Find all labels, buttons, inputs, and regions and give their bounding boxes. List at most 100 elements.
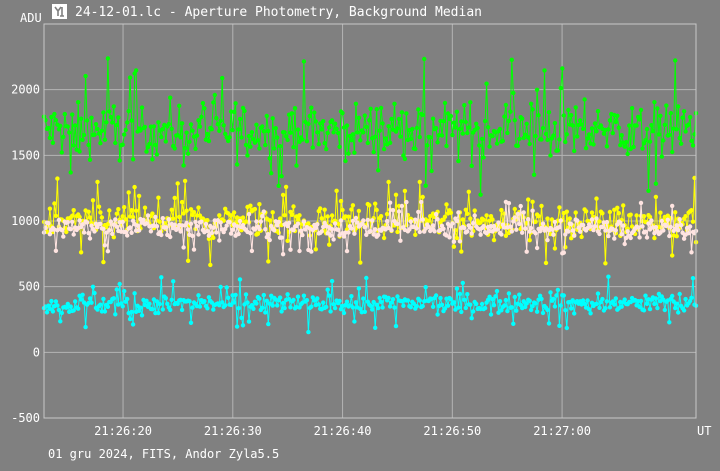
data-point [497,126,503,132]
app-logo-icon[interactable] [52,4,67,19]
data-point [71,308,76,313]
data-point [353,101,359,107]
data-point [144,221,149,226]
data-point [670,253,675,258]
data-point [640,224,645,229]
data-point [438,295,443,301]
data-point [120,142,125,147]
data-point [478,220,483,225]
data-point [200,101,206,106]
data-point [156,195,161,200]
data-point [169,207,174,212]
data-point [539,225,544,231]
data-point [257,202,262,207]
data-point [76,100,81,105]
data-point [508,224,513,229]
data-point [50,309,56,314]
data-point [496,310,501,315]
data-point [309,304,314,309]
data-point [277,295,283,300]
data-point [594,301,599,307]
data-point [430,223,436,228]
data-point [683,296,688,302]
data-point [524,121,529,127]
data-point [126,190,131,195]
data-point [376,305,381,311]
data-point [592,121,598,126]
data-point [384,219,390,224]
data-point [373,227,378,232]
data-point [586,132,592,137]
data-point [641,214,647,219]
data-point [129,118,134,123]
data-point [81,230,87,235]
data-point [223,206,228,211]
data-point [49,114,54,120]
data-point [261,129,266,134]
data-point [523,304,528,310]
data-point [233,101,238,106]
data-point [686,122,691,127]
data-point [383,136,388,141]
data-point [105,249,111,254]
data-point [392,305,397,310]
data-point [117,281,122,287]
data-point [575,218,580,223]
data-point [279,235,284,240]
data-point [564,325,569,331]
data-point [647,306,653,312]
data-point [291,297,296,303]
data-point [494,288,500,294]
data-point [56,127,62,132]
data-point [367,118,372,123]
data-point [248,231,253,236]
data-point [622,297,627,302]
data-point [168,95,173,100]
data-point [569,236,574,241]
data-point [338,198,344,204]
data-point [138,305,143,310]
data-point [670,293,675,299]
data-point [191,247,197,252]
data-point [552,120,558,126]
data-point [282,130,287,135]
data-point [520,230,525,235]
data-point [132,184,137,190]
data-point [130,157,136,162]
y-tick-label: 2000 [11,83,40,97]
data-point [373,325,378,330]
data-point [273,126,278,131]
data-point [378,214,384,219]
data-point [555,287,561,293]
data-point [497,299,503,304]
data-point [637,117,642,122]
data-point [601,131,607,136]
x-axis-label: UT [697,424,711,438]
data-point [331,237,336,242]
data-point [528,225,534,231]
data-point [638,107,644,113]
data-point [426,224,431,230]
data-point [524,301,529,306]
data-point [93,122,99,127]
data-point [594,216,599,221]
data-point [374,107,379,112]
data-point [350,203,356,208]
data-point [292,106,298,111]
data-point [454,218,460,224]
data-point [184,220,189,226]
data-point [368,229,373,234]
data-point [205,306,210,311]
data-point [298,228,304,233]
data-point [215,122,220,127]
data-point [337,298,342,304]
data-point [606,274,611,279]
data-point [518,203,523,209]
data-point [166,217,171,222]
data-point [196,232,201,237]
data-point [280,252,286,257]
data-point [370,307,375,312]
data-point [214,230,219,235]
data-point [439,302,445,307]
